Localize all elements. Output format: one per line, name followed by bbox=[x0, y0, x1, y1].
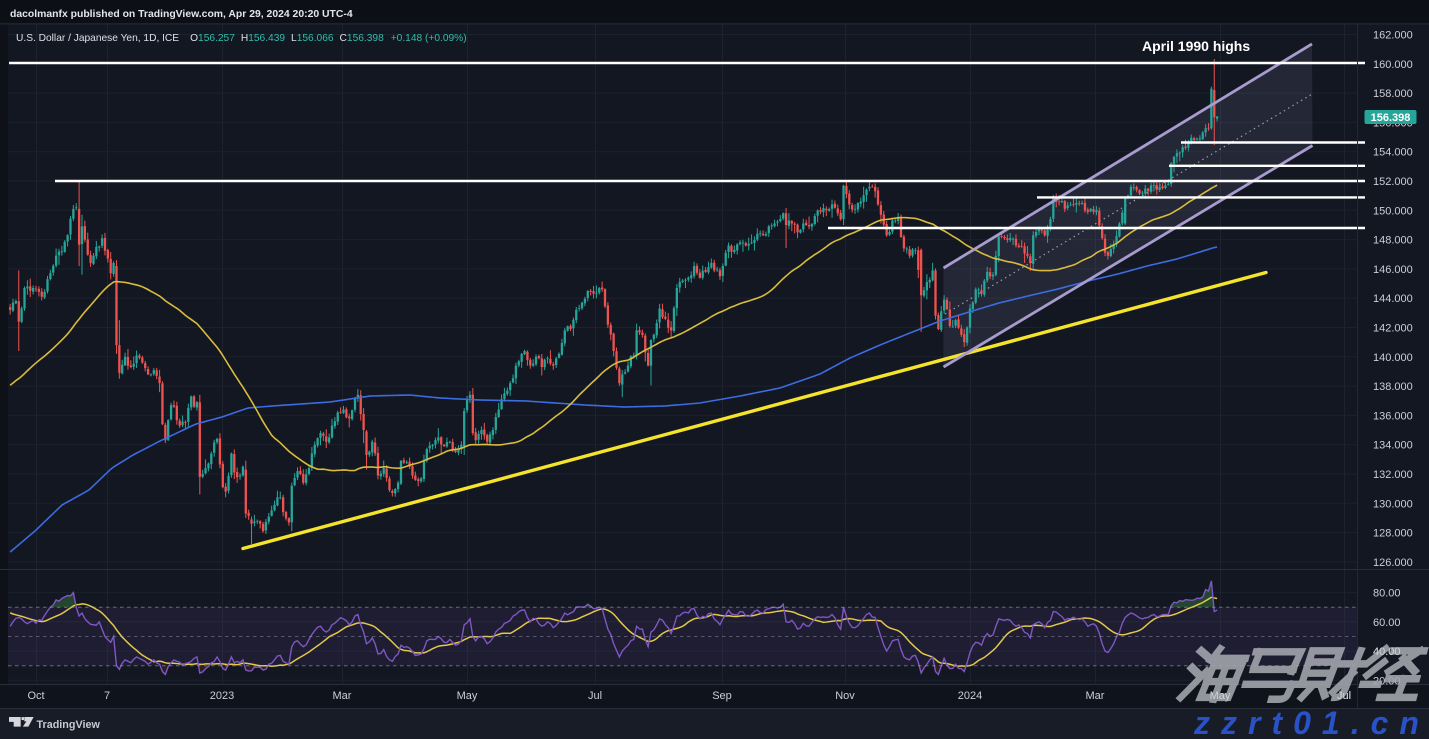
svg-text:148.000: 148.000 bbox=[1373, 235, 1413, 247]
svg-text:154.000: 154.000 bbox=[1373, 147, 1413, 159]
svg-text:160.000: 160.000 bbox=[1373, 59, 1413, 71]
svg-text:Jul: Jul bbox=[588, 690, 602, 702]
svg-text:162.000: 162.000 bbox=[1373, 30, 1413, 42]
svg-text:132.000: 132.000 bbox=[1373, 469, 1413, 481]
svg-text:Mar: Mar bbox=[1086, 690, 1105, 702]
svg-text:Nov: Nov bbox=[835, 690, 855, 702]
svg-text:Mar: Mar bbox=[333, 690, 352, 702]
svg-text:zzrt01.cn: zzrt01.cn bbox=[1193, 705, 1429, 739]
svg-text:60.00: 60.00 bbox=[1373, 617, 1401, 629]
svg-text:140.000: 140.000 bbox=[1373, 352, 1413, 364]
svg-text:144.000: 144.000 bbox=[1373, 293, 1413, 305]
svg-text:7: 7 bbox=[104, 690, 110, 702]
svg-text:152.000: 152.000 bbox=[1373, 176, 1413, 188]
svg-text:126.000: 126.000 bbox=[1373, 557, 1413, 569]
svg-text:2024: 2024 bbox=[958, 690, 982, 702]
svg-text:U.S. Dollar / Japanese Yen, 1D: U.S. Dollar / Japanese Yen, 1D, ICE O156.… bbox=[16, 33, 467, 44]
svg-text:2023: 2023 bbox=[210, 690, 234, 702]
svg-text:138.000: 138.000 bbox=[1373, 381, 1413, 393]
svg-text:158.000: 158.000 bbox=[1373, 88, 1413, 100]
svg-text:April 1990 highs: April 1990 highs bbox=[1142, 38, 1250, 54]
svg-text:Oct: Oct bbox=[27, 690, 44, 702]
svg-text:134.000: 134.000 bbox=[1373, 440, 1413, 452]
svg-text:128.000: 128.000 bbox=[1373, 528, 1413, 540]
svg-text:Sep: Sep bbox=[712, 690, 732, 702]
svg-text:130.000: 130.000 bbox=[1373, 498, 1413, 510]
svg-text:150.000: 150.000 bbox=[1373, 205, 1413, 217]
svg-text:146.000: 146.000 bbox=[1373, 264, 1413, 276]
svg-text:80.00: 80.00 bbox=[1373, 588, 1401, 600]
svg-text:136.000: 136.000 bbox=[1373, 410, 1413, 422]
svg-text:142.000: 142.000 bbox=[1373, 323, 1413, 335]
svg-text:TradingView: TradingView bbox=[37, 719, 101, 731]
svg-text:Jul: Jul bbox=[1337, 690, 1351, 702]
svg-text:dacolmanfx published on Tradin: dacolmanfx published on TradingView.com,… bbox=[10, 9, 353, 20]
svg-text:May: May bbox=[1210, 690, 1231, 702]
svg-text:May: May bbox=[457, 690, 478, 702]
svg-text:40.00: 40.00 bbox=[1373, 646, 1401, 658]
svg-text:156.398: 156.398 bbox=[1371, 112, 1411, 124]
